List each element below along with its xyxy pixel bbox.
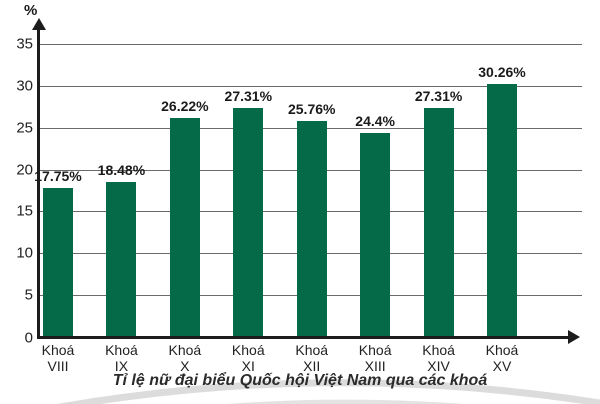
chart-title: Tỉ lệ nữ đại biểu Quốc hội Việt Nam qua … xyxy=(112,372,488,389)
y-tick-label-25: 25 xyxy=(16,119,33,137)
bar-value-label-IX: 18.48% xyxy=(97,162,146,179)
y-tick-label-15: 15 xyxy=(16,202,33,220)
y-axis-arrow-icon xyxy=(32,18,46,30)
bar-value-label-XI: 27.31% xyxy=(224,88,273,105)
bar-value-label-X: 26.22% xyxy=(161,97,209,114)
y-axis-unit-label: % xyxy=(24,2,38,19)
bar-XIV xyxy=(423,108,454,337)
x-axis-line xyxy=(37,336,570,339)
gridline-35 xyxy=(40,44,582,45)
bar-XII xyxy=(296,121,327,337)
gridline-30 xyxy=(40,86,582,87)
bar-X xyxy=(169,117,200,337)
bar-VIII xyxy=(43,188,73,337)
x-tick-label-XI: Khoá XI xyxy=(231,342,265,374)
x-tick-label-XV: Khoá XV xyxy=(485,342,519,374)
bar-value-label-VIII: 17.75% xyxy=(34,168,82,185)
bar-XIII xyxy=(360,132,391,337)
y-tick-label-0: 0 xyxy=(24,329,33,347)
y-tick-label-35: 35 xyxy=(16,35,33,53)
bar-value-label-XIV: 27.31% xyxy=(414,88,463,105)
x-tick-label-XII: Khoá XII xyxy=(295,342,329,374)
y-tick-label-10: 10 xyxy=(16,244,33,262)
bar-value-label-XII: 25.76% xyxy=(287,101,336,118)
bar-XI xyxy=(233,108,264,337)
y-tick-label-30: 30 xyxy=(16,77,33,95)
bar-IX xyxy=(106,182,137,337)
y-tick-label-20: 20 xyxy=(16,161,33,179)
x-tick-label-VIII: Khoá VIII xyxy=(41,342,75,374)
bar-value-label-XIII: 24.4% xyxy=(355,112,395,129)
y-tick-label-5: 5 xyxy=(24,286,33,304)
bar-XV xyxy=(487,83,517,337)
x-axis-arrow-icon xyxy=(568,330,580,344)
y-axis-line xyxy=(37,24,40,339)
x-tick-label-X: Khoá X xyxy=(168,342,202,374)
x-tick-label-IX: Khoá IX xyxy=(105,342,138,374)
bar-value-label-XV: 30.26% xyxy=(478,63,526,80)
x-tick-label-XIV: Khoá XIV xyxy=(422,342,455,374)
x-tick-label-XIII: Khoá XIII xyxy=(358,342,392,374)
